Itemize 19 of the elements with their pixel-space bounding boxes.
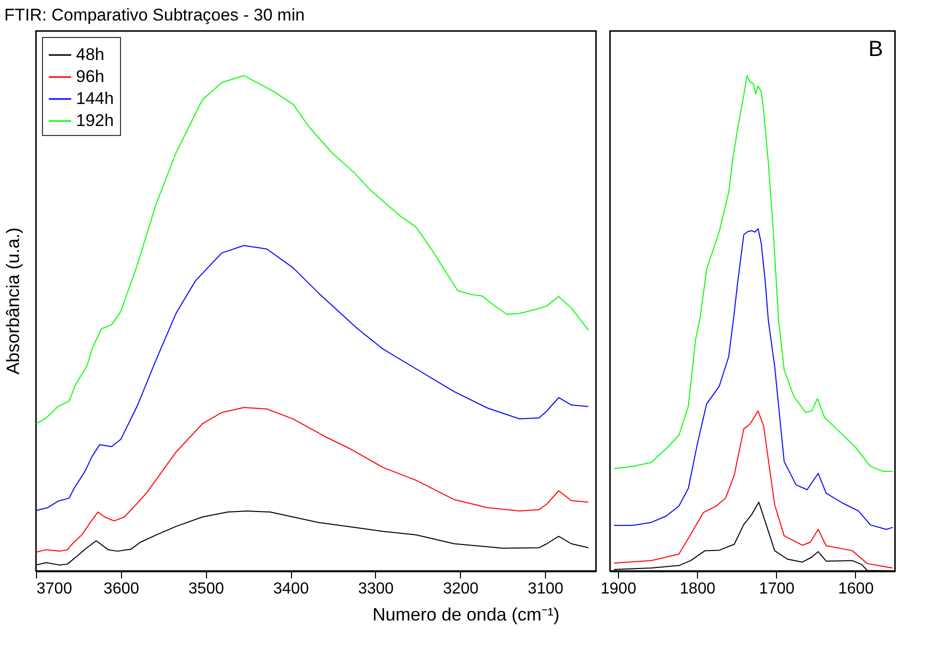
- x-tick-label: 3200: [442, 580, 479, 598]
- legend-label: 48h: [76, 45, 104, 64]
- x-axis-title: Numero de onda (cm⁻¹): [372, 604, 560, 624]
- y-axis-title: Absorbância (u.a.): [3, 227, 23, 375]
- x-tick-label: 3500: [188, 580, 224, 598]
- x-tick-label: 3100: [528, 580, 564, 598]
- legend-label: 192h: [76, 111, 114, 130]
- x-tick-label: 1700: [758, 580, 795, 598]
- legend-label: 144h: [76, 89, 114, 108]
- x-tick-label: 1800: [680, 580, 716, 598]
- x-tick-label: 3400: [273, 580, 309, 598]
- x-tick-label: 3300: [358, 580, 394, 598]
- x-tick-label: 3600: [104, 580, 140, 598]
- text: B: [868, 36, 883, 61]
- x-tick-label: 1600: [838, 580, 874, 598]
- x-tick-label: 3700: [36, 580, 72, 598]
- x-tick-label: 1900: [600, 580, 636, 598]
- legend-label: 96h: [76, 67, 104, 86]
- chart-title: FTIR: Comparativo Subtraçoes - 30 min: [4, 5, 305, 24]
